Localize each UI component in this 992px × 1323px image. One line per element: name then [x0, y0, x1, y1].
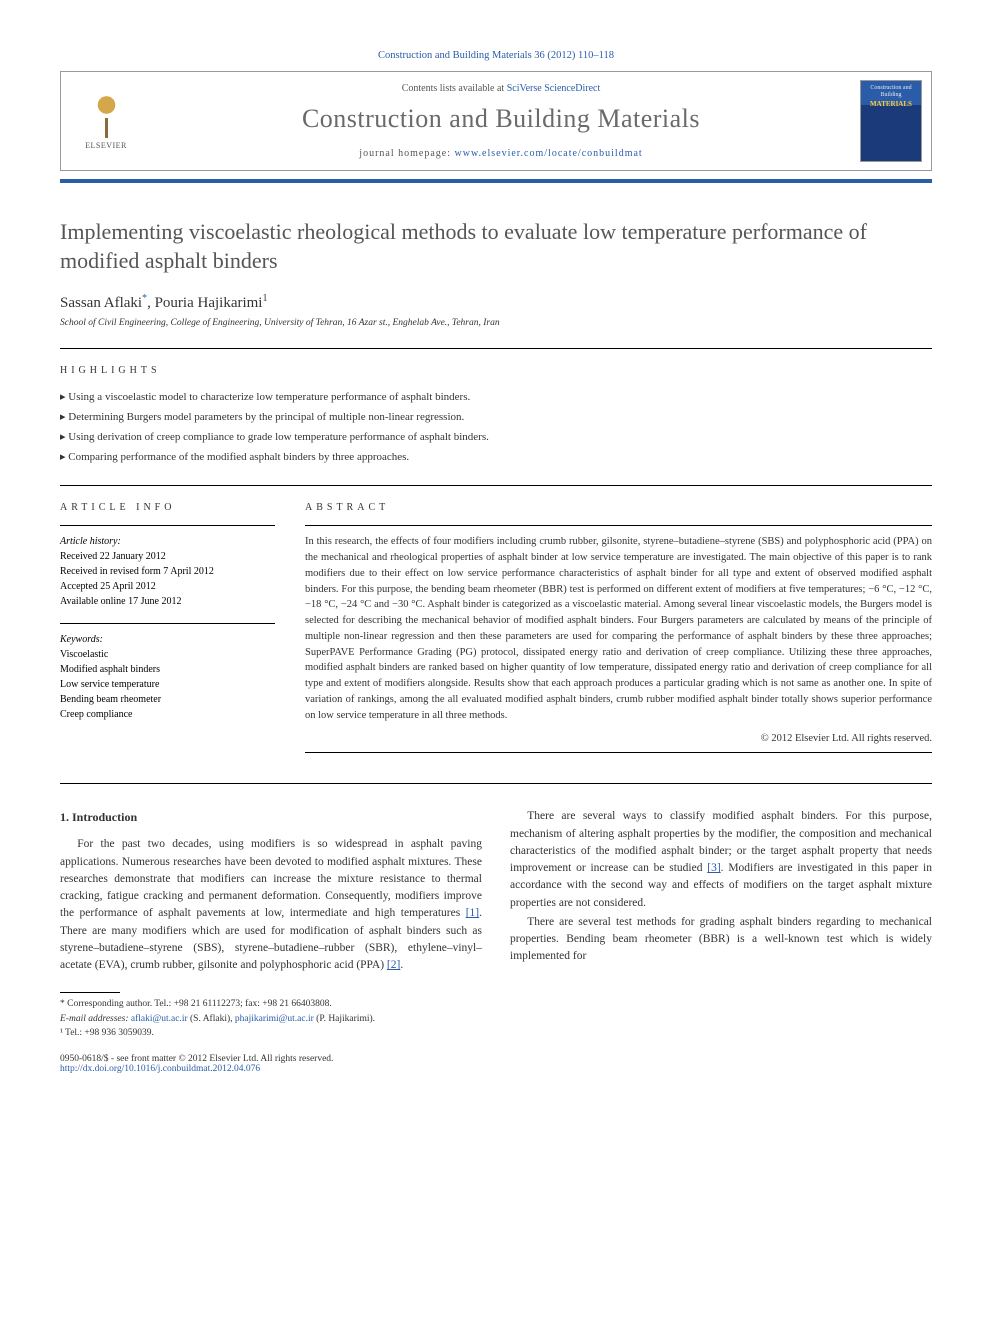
author-1: Sassan Aflaki — [60, 295, 142, 311]
rule-info — [60, 525, 275, 526]
highlight-item: Using derivation of creep compliance to … — [60, 428, 932, 448]
article-info-column: ARTICLE INFO Article history: Received 2… — [60, 502, 275, 753]
abstract-column: ABSTRACT In this research, the effects o… — [305, 502, 932, 753]
author-2-mark[interactable]: 1 — [262, 293, 267, 304]
section-heading-1: 1. Introduction — [60, 808, 482, 826]
authors: Sassan Aflaki*, Pouria Hajikarimi1 — [60, 293, 932, 312]
rule-2 — [60, 485, 932, 486]
body-text: 1. Introduction For the past two decades… — [60, 808, 932, 974]
author-2: Pouria Hajikarimi — [155, 295, 263, 311]
article-history: Article history: Received 22 January 201… — [60, 534, 275, 609]
footer-left: 0950-0618/$ - see front matter © 2012 El… — [60, 1054, 333, 1074]
cover-title-top: Construction and Building — [861, 85, 921, 99]
keyword: Modified asphalt binders — [60, 662, 275, 677]
highlights-label: HIGHLIGHTS — [60, 365, 932, 376]
body-paragraph: There are several test methods for gradi… — [510, 914, 932, 966]
top-citation: Construction and Building Materials 36 (… — [60, 50, 932, 61]
elsevier-tree-icon — [84, 93, 129, 138]
highlight-item: Determining Burgers model parameters by … — [60, 408, 932, 428]
history-head: Article history: — [60, 534, 275, 549]
footnote-rule — [60, 992, 120, 993]
publisher-logo-area: ELSEVIER — [61, 72, 151, 170]
history-line: Available online 17 June 2012 — [60, 594, 275, 609]
rule-3 — [60, 783, 932, 784]
abstract-label: ABSTRACT — [305, 502, 932, 513]
sciencedirect-link[interactable]: SciVerse ScienceDirect — [507, 83, 601, 94]
doi-link[interactable]: http://dx.doi.org/10.1016/j.conbuildmat.… — [60, 1064, 260, 1074]
contents-line: Contents lists available at SciVerse Sci… — [402, 83, 601, 94]
highlight-item: Comparing performance of the modified as… — [60, 448, 932, 468]
keyword: Creep compliance — [60, 707, 275, 722]
rule-abstract-end — [305, 752, 932, 753]
keyword: Bending beam rheometer — [60, 692, 275, 707]
footnote-1: ¹ Tel.: +98 936 3059039. — [60, 1026, 452, 1040]
header-center: Contents lists available at SciVerse Sci… — [151, 72, 851, 170]
p1c: . — [400, 959, 403, 971]
homepage-link[interactable]: www.elsevier.com/locate/conbuildmat — [455, 148, 643, 159]
article-info-label: ARTICLE INFO — [60, 502, 275, 513]
abstract-text: In this research, the effects of four mo… — [305, 534, 932, 723]
body-paragraph: For the past two decades, using modifier… — [60, 836, 482, 974]
history-line: Received in revised form 7 April 2012 — [60, 564, 275, 579]
journal-cover-thumb: Construction and Building MATERIALS — [860, 80, 922, 162]
rule-1 — [60, 348, 932, 349]
email-who-2: (P. Hajikarimi). — [314, 1014, 375, 1024]
journal-title: Construction and Building Materials — [302, 104, 700, 134]
copyright: © 2012 Elsevier Ltd. All rights reserved… — [305, 733, 932, 744]
publisher-name: ELSEVIER — [85, 141, 127, 150]
corresponding-author-note: * Corresponding author. Tel.: +98 21 611… — [60, 997, 452, 1011]
page-footer: 0950-0618/$ - see front matter © 2012 El… — [60, 1054, 932, 1074]
email-label: E-mail addresses: — [60, 1014, 131, 1024]
keyword: Viscoelastic — [60, 647, 275, 662]
keyword: Low service temperature — [60, 677, 275, 692]
affiliation: School of Civil Engineering, College of … — [60, 318, 932, 328]
keywords-head: Keywords: — [60, 632, 275, 647]
footnotes: * Corresponding author. Tel.: +98 21 611… — [60, 992, 452, 1040]
journal-header: ELSEVIER Contents lists available at Sci… — [60, 71, 932, 171]
ref-link-3[interactable]: [3] — [707, 862, 720, 874]
email-link-1[interactable]: aflaki@ut.ac.ir — [131, 1014, 188, 1024]
article-title: Implementing viscoelastic rheological me… — [60, 218, 932, 275]
ref-link-1[interactable]: [1] — [466, 907, 479, 919]
contents-prefix: Contents lists available at — [402, 83, 507, 94]
highlights-list: Using a viscoelastic model to characteri… — [60, 388, 932, 467]
keywords-block: Keywords: Viscoelastic Modified asphalt … — [60, 632, 275, 722]
rule-abstract — [305, 525, 932, 526]
p1a: For the past two decades, using modifier… — [60, 838, 482, 919]
highlight-item: Using a viscoelastic model to characteri… — [60, 388, 932, 408]
info-abstract-row: ARTICLE INFO Article history: Received 2… — [60, 502, 932, 753]
email-who-1: (S. Aflaki), — [188, 1014, 235, 1024]
author-sep: , — [147, 295, 155, 311]
header-accent-bar — [60, 179, 932, 183]
ref-link-2[interactable]: [2] — [387, 959, 400, 971]
page: Construction and Building Materials 36 (… — [0, 0, 992, 1114]
rule-info-2 — [60, 623, 275, 624]
history-line: Received 22 January 2012 — [60, 549, 275, 564]
email-line: E-mail addresses: aflaki@ut.ac.ir (S. Af… — [60, 1012, 452, 1026]
email-link-2[interactable]: phajikarimi@ut.ac.ir — [235, 1014, 314, 1024]
history-line: Accepted 25 April 2012 — [60, 579, 275, 594]
body-paragraph: There are several ways to classify modif… — [510, 808, 932, 912]
cover-title-materials: MATERIALS — [861, 100, 921, 108]
homepage-prefix: journal homepage: — [359, 148, 454, 159]
homepage-line: journal homepage: www.elsevier.com/locat… — [359, 148, 642, 159]
cover-area: Construction and Building MATERIALS — [851, 72, 931, 170]
issn-line: 0950-0618/$ - see front matter © 2012 El… — [60, 1054, 333, 1064]
elsevier-logo: ELSEVIER — [76, 89, 136, 154]
